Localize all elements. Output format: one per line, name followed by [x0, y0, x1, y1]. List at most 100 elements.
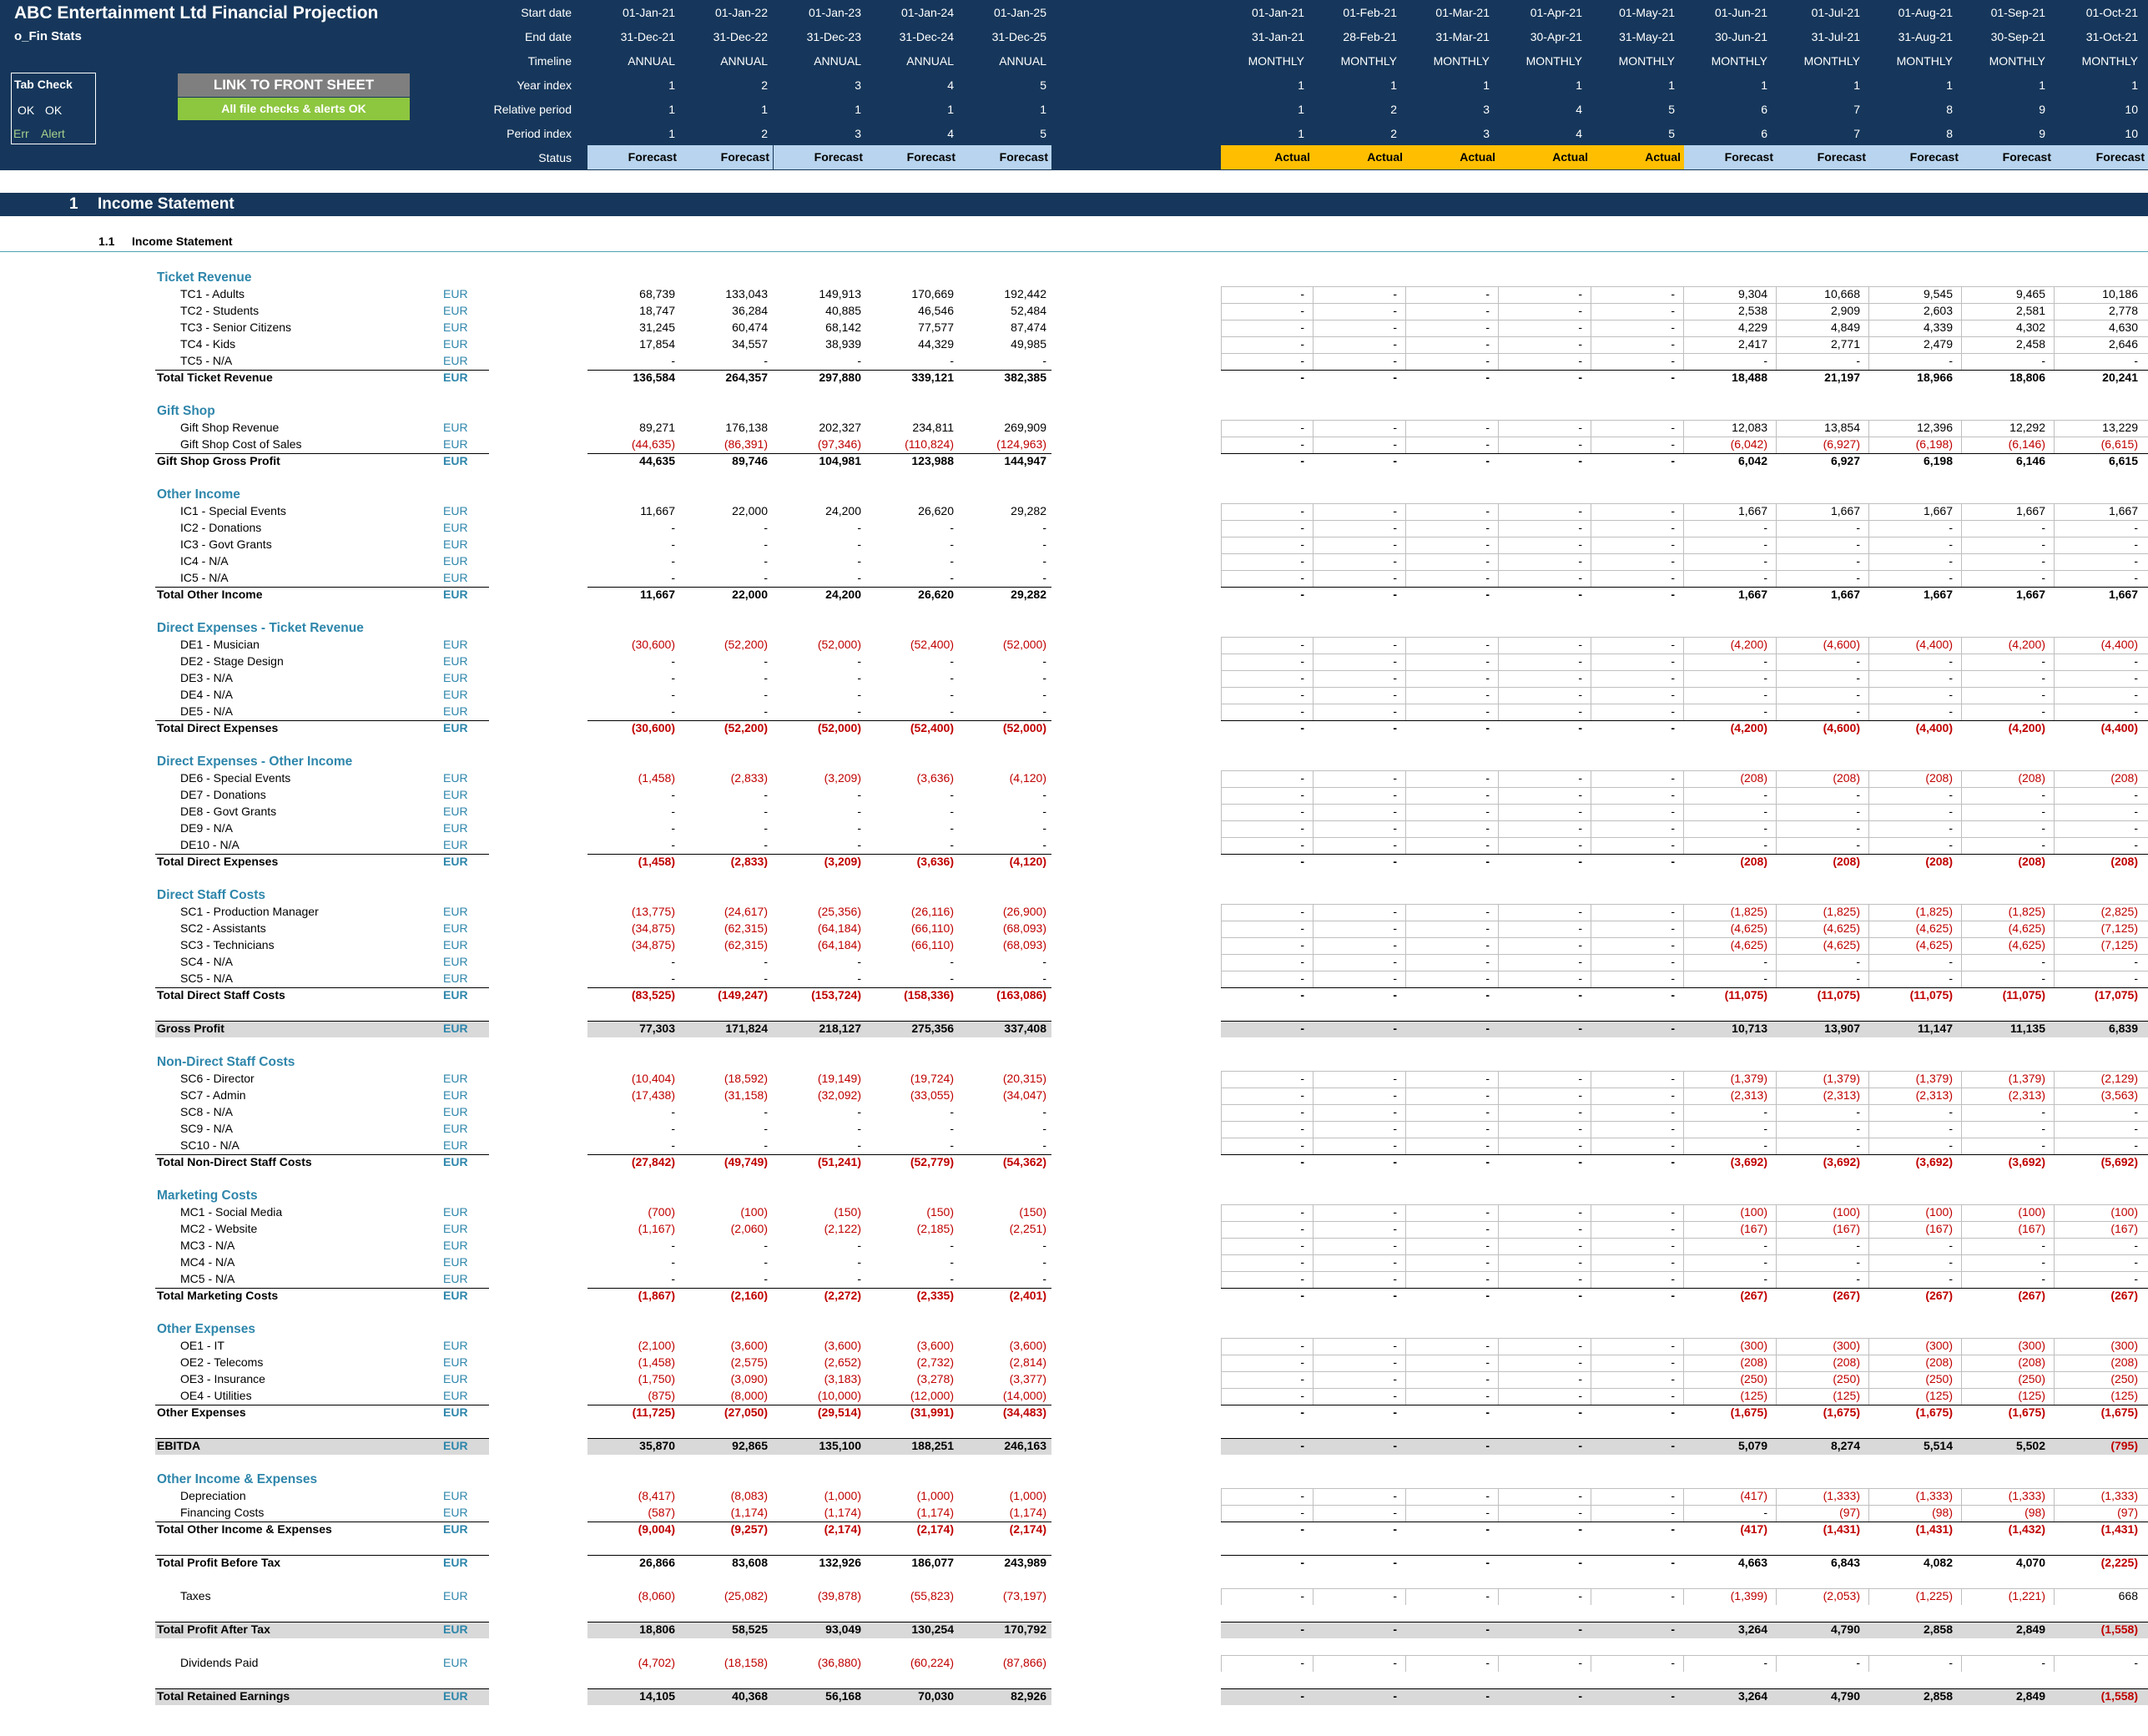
- annual-value: -: [950, 1272, 954, 1285]
- monthly-row-divider: [1221, 1505, 2148, 1506]
- monthly-input-box: [1221, 637, 2148, 720]
- annual-value: 24,200: [825, 504, 861, 517]
- monthly-value: 3,264: [1737, 1689, 1767, 1703]
- monthly-value: -: [1393, 1022, 1397, 1035]
- monthly-value: -: [1300, 521, 1304, 534]
- monthly-value: 12,292: [2009, 421, 2045, 434]
- annual-value: (83,525): [631, 988, 675, 1002]
- monthly-row-divider: [1221, 1104, 2148, 1105]
- status-actual: Actual: [1406, 145, 1499, 169]
- monthly-value: -: [2134, 554, 2138, 568]
- annual-value: 18,806: [639, 1622, 675, 1636]
- annual-value: (2,100): [638, 1339, 675, 1352]
- total-rule: [587, 587, 1051, 588]
- monthly-value: (208): [1925, 1355, 1953, 1369]
- annual-value: 46,546: [918, 304, 954, 317]
- total-rule: [587, 987, 1051, 988]
- monthly-value: -: [1578, 1122, 1582, 1135]
- monthly-col-divider: [1776, 1071, 1777, 1154]
- monthly-col-divider: [1683, 503, 1684, 587]
- annual-value: -: [764, 354, 768, 367]
- monthly-value: -: [1949, 1239, 1953, 1252]
- monthly-value: (4,200): [1730, 638, 1767, 651]
- annual-value: -: [764, 1105, 768, 1118]
- annual-value: (62,315): [724, 938, 768, 951]
- monthly-value: -: [1671, 1439, 1675, 1452]
- monthly-row-divider: [1221, 837, 2148, 838]
- row-label: SC9 - N/A: [180, 1122, 234, 1135]
- monthly-value: -: [1856, 955, 1860, 968]
- header-monthly-start: 01-Oct-21: [2085, 6, 2138, 19]
- annual-value: (1,174): [916, 1506, 954, 1519]
- monthly-value: (4,625): [1823, 921, 1860, 935]
- status-forecast: Forecast: [959, 145, 1051, 169]
- monthly-value: -: [1578, 1339, 1582, 1352]
- annual-value: (2,401): [1009, 1289, 1046, 1302]
- monthly-value: -: [1300, 1022, 1304, 1035]
- row-label: Total Marketing Costs: [157, 1289, 279, 1302]
- monthly-value: -: [2134, 971, 2138, 985]
- header-monthly-timeline: MONTHLY: [1803, 54, 1860, 68]
- annual-value: 269,909: [1004, 421, 1046, 434]
- header-row-label: Period index: [507, 127, 572, 140]
- monthly-value: -: [1578, 571, 1582, 584]
- monthly-value: -: [1393, 821, 1397, 835]
- link-to-front-sheet-button[interactable]: LINK TO FRONT SHEET: [178, 73, 410, 97]
- annual-value: (44,635): [631, 437, 675, 451]
- monthly-value: -: [1671, 1339, 1675, 1352]
- monthly-col-divider: [1868, 904, 1869, 987]
- monthly-value: -: [1671, 537, 1675, 551]
- monthly-value: -: [1300, 688, 1304, 701]
- monthly-value: (300): [1925, 1339, 1953, 1352]
- monthly-value: -: [1485, 721, 1490, 734]
- annual-value: -: [950, 1105, 954, 1118]
- monthly-value: -: [1671, 1222, 1675, 1235]
- monthly-col-divider: [1313, 503, 1314, 587]
- monthly-value: -: [2134, 1122, 2138, 1135]
- monthly-value: -: [1578, 1255, 1582, 1269]
- annual-value: -: [857, 1138, 861, 1152]
- monthly-value: -: [1856, 354, 1860, 367]
- annual-value: 337,408: [1004, 1022, 1046, 1035]
- monthly-value: 1,667: [1923, 588, 1953, 601]
- monthly-input-box: [1221, 904, 2148, 987]
- monthly-value: -: [2041, 1255, 2045, 1269]
- monthly-value: -: [1671, 905, 1675, 918]
- monthly-value: -: [1671, 1122, 1675, 1135]
- monthly-value: -: [1300, 1689, 1304, 1703]
- row-unit: EUR: [443, 971, 468, 985]
- total-rule: [155, 453, 489, 454]
- total-rule: [1221, 854, 2148, 855]
- row-unit: EUR: [443, 988, 468, 1002]
- monthly-col-divider: [1868, 503, 1869, 587]
- annual-value: 36,284: [732, 304, 768, 317]
- monthly-value: (3,692): [2008, 1155, 2045, 1168]
- monthly-value: (125): [1833, 1389, 1860, 1402]
- annual-value: -: [1042, 654, 1046, 668]
- monthly-value: -: [1393, 1122, 1397, 1135]
- header-monthly-year_index: 1: [1576, 78, 1582, 92]
- monthly-value: -: [1578, 371, 1582, 384]
- annual-value: -: [671, 1255, 675, 1269]
- annual-value: -: [950, 838, 954, 851]
- header-monthly-period: 1: [1298, 127, 1304, 140]
- monthly-col-divider: [1683, 1071, 1684, 1154]
- monthly-value: -: [1856, 671, 1860, 684]
- annual-value: (62,315): [724, 921, 768, 935]
- annual-value: (8,417): [638, 1489, 675, 1502]
- monthly-value: -: [1485, 1022, 1490, 1035]
- monthly-value: -: [1763, 1656, 1767, 1669]
- annual-value: -: [1042, 671, 1046, 684]
- annual-value: 44,329: [918, 337, 954, 351]
- monthly-col-divider: [1776, 770, 1777, 854]
- monthly-value: -: [1671, 704, 1675, 718]
- header-annual-relative: 1: [947, 103, 954, 116]
- monthly-value: (4,400): [2100, 638, 2138, 651]
- annual-value: (36,880): [817, 1656, 861, 1669]
- monthly-value: -: [2041, 971, 2045, 985]
- monthly-value: -: [1300, 1439, 1304, 1452]
- monthly-value: -: [1485, 1339, 1490, 1352]
- monthly-value: (11,075): [1909, 988, 1953, 1002]
- monthly-value: 4,663: [1737, 1556, 1767, 1569]
- total-rule: [155, 1438, 489, 1439]
